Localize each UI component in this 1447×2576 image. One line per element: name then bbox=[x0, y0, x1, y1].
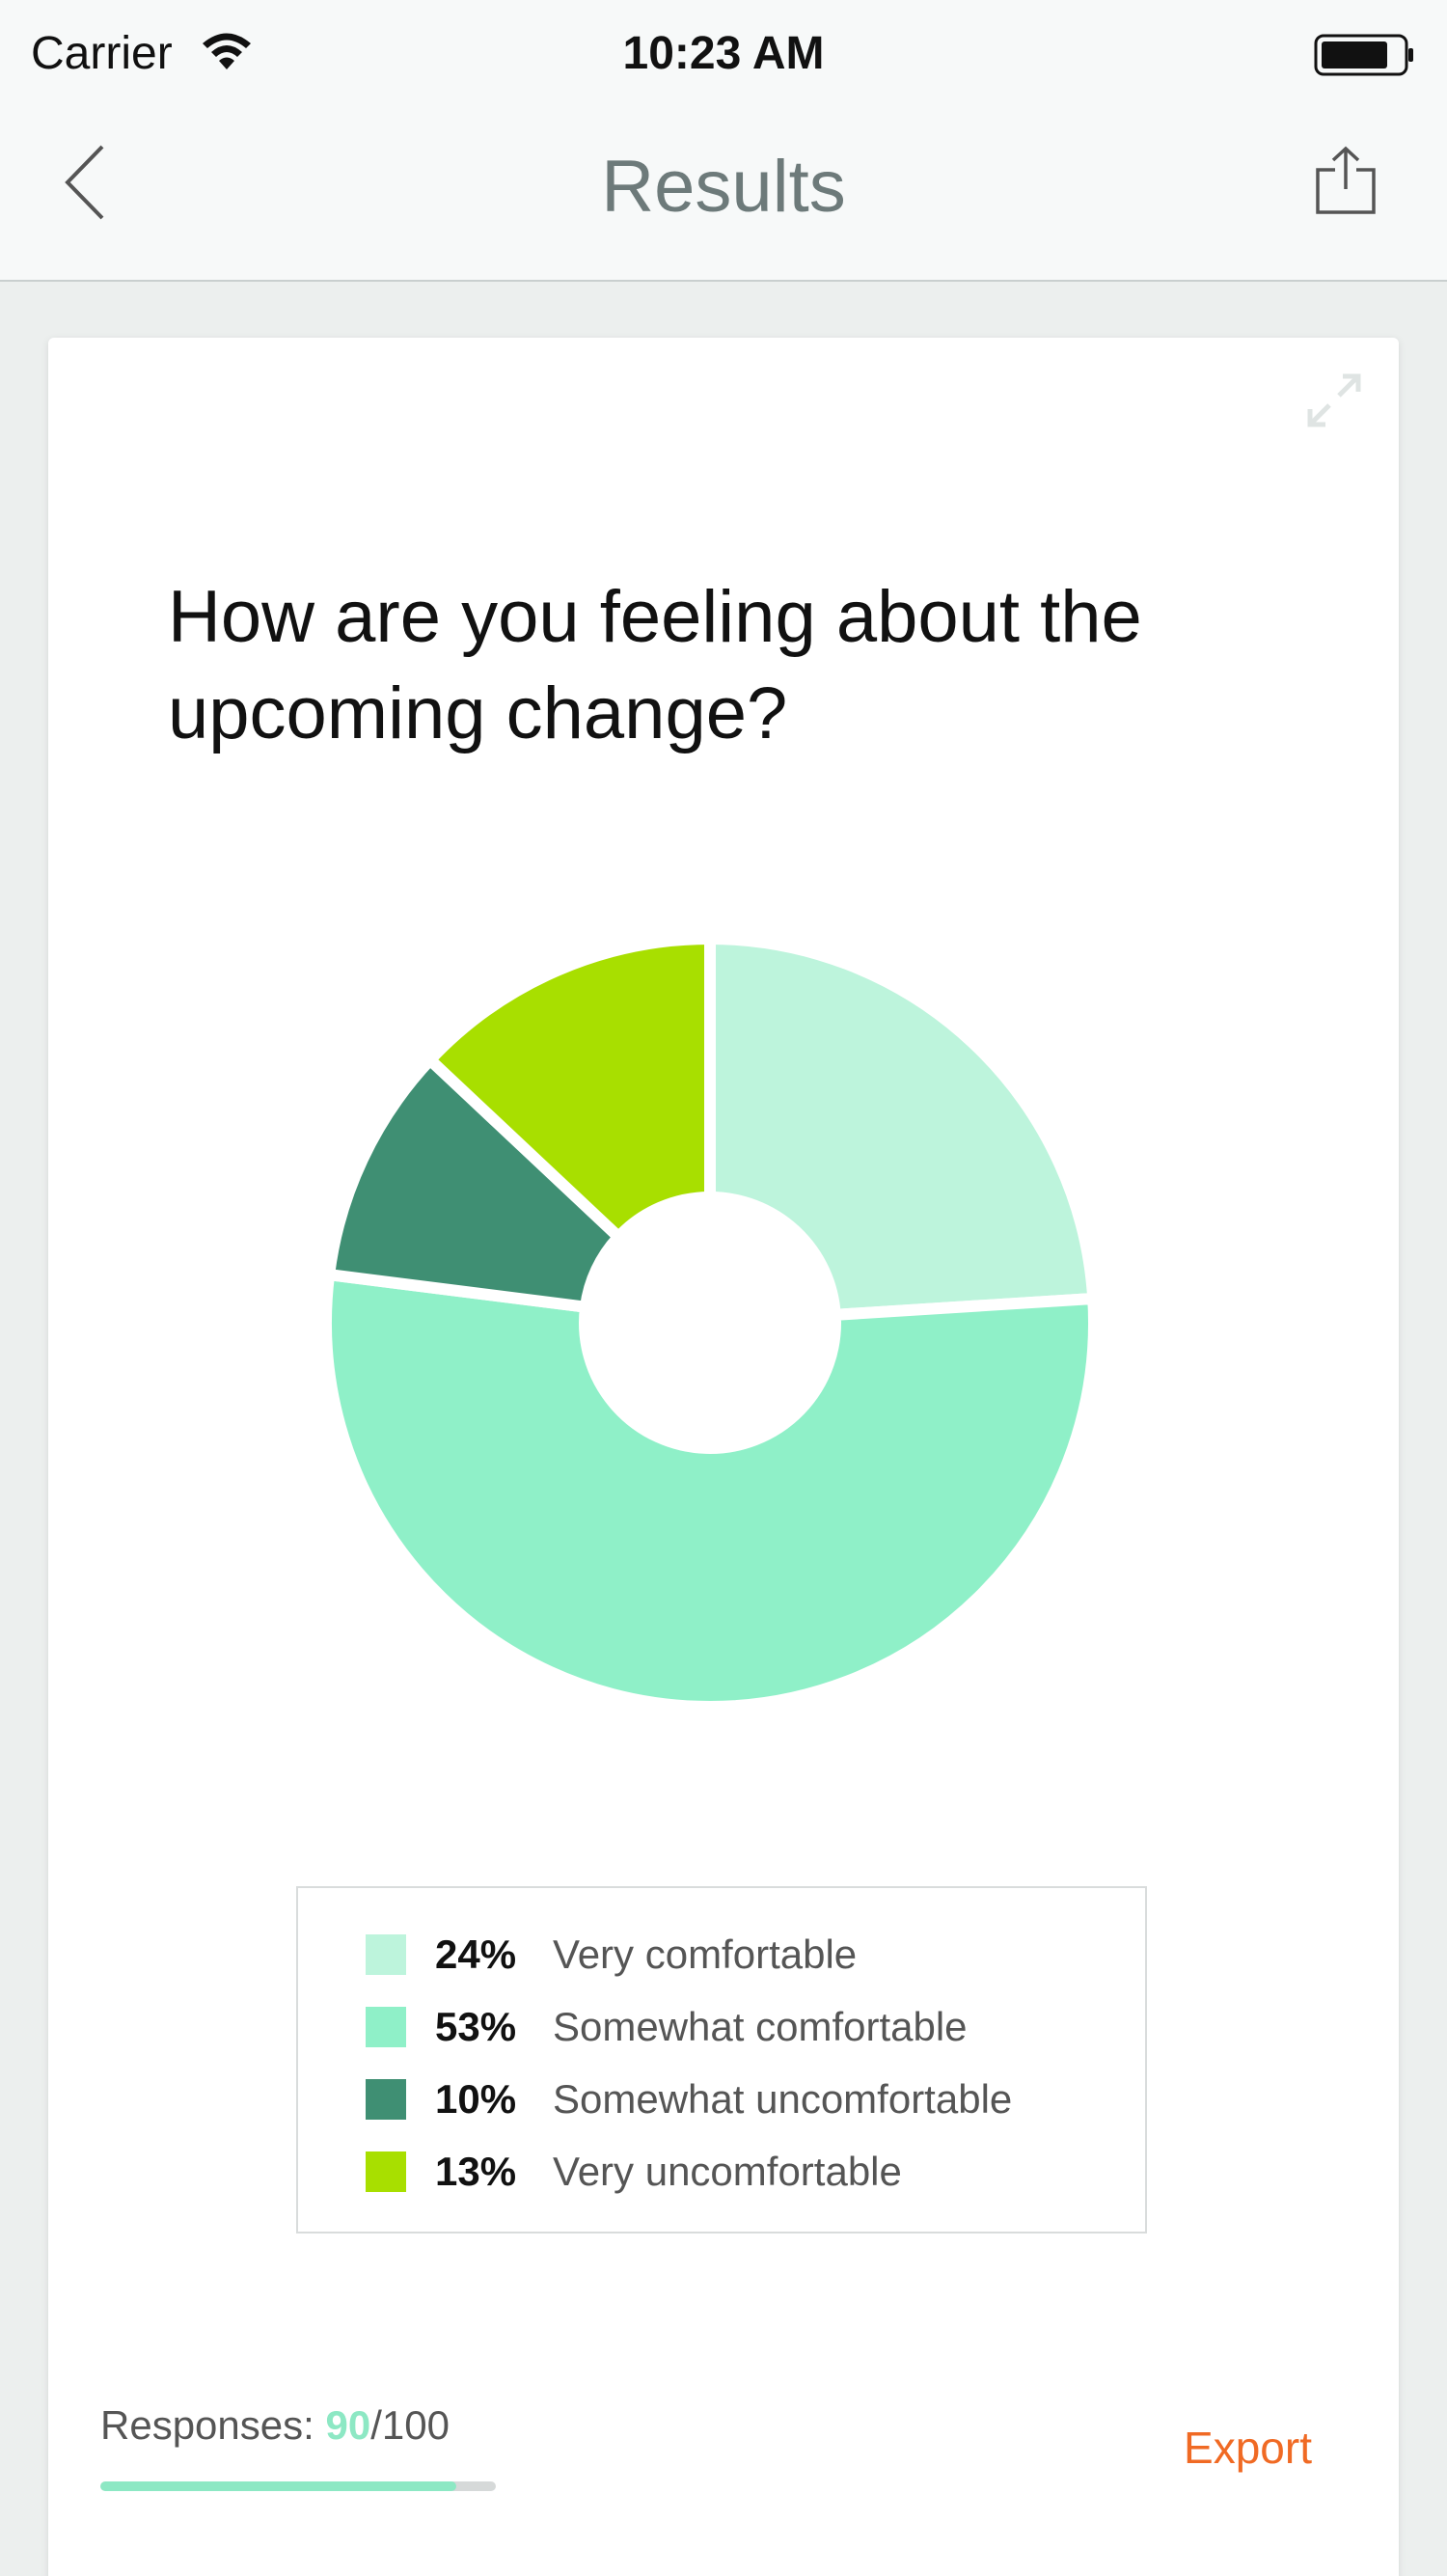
responses-count: 90 bbox=[325, 2402, 371, 2448]
legend-percent: 24% bbox=[435, 1932, 517, 1977]
legend-item: 24% Very comfortable bbox=[366, 1931, 857, 1979]
legend-label: Very comfortable bbox=[553, 1932, 858, 1977]
responses-progress-fill bbox=[100, 2481, 456, 2491]
legend-swatch bbox=[366, 2151, 406, 2192]
pie-slice-2 bbox=[319, 1268, 1100, 1713]
legend-label: Somewhat uncomfortable bbox=[553, 2076, 1013, 2122]
legend-item: 13% Very uncomfortable bbox=[366, 2148, 902, 2196]
top-bar: Carrier 10:23 AM Results bbox=[0, 0, 1447, 282]
chart-legend: 24% Very comfortable 53% Somewhat comfortab… bbox=[296, 1886, 1147, 2233]
responses-label: Responses: 90/100 bbox=[100, 2402, 450, 2449]
share-icon[interactable] bbox=[1314, 145, 1378, 216]
export-button[interactable]: Export bbox=[1184, 2423, 1312, 2473]
chevron-left-icon[interactable] bbox=[60, 143, 110, 222]
pie-slice-3 bbox=[322, 1052, 627, 1314]
responses-label-text: Responses: bbox=[100, 2402, 326, 2448]
legend-swatch bbox=[366, 2007, 406, 2047]
donut-chart bbox=[319, 932, 1100, 1713]
results-card: How are you feeling about the upcoming c… bbox=[48, 338, 1399, 2576]
legend-item: 10% Somewhat uncomfortable bbox=[366, 2075, 1012, 2124]
pie-slice-1 bbox=[704, 932, 1100, 1322]
pie-slice-4 bbox=[422, 932, 716, 1246]
battery-icon bbox=[1314, 34, 1413, 76]
legend-percent: 53% bbox=[435, 2004, 517, 2049]
legend-swatch bbox=[366, 1934, 406, 1975]
legend-percent: 10% bbox=[435, 2076, 517, 2122]
legend-item: 53% Somewhat comfortable bbox=[366, 2003, 968, 2051]
carrier-label: Carrier bbox=[31, 28, 173, 79]
legend-percent: 13% bbox=[435, 2149, 517, 2194]
expand-icon[interactable] bbox=[1306, 372, 1362, 428]
legend-swatch bbox=[366, 2079, 406, 2120]
wifi-icon bbox=[203, 33, 251, 69]
legend-label: Somewhat comfortable bbox=[553, 2004, 968, 2049]
status-time: 10:23 AM bbox=[622, 28, 825, 79]
page-title: Results bbox=[601, 146, 846, 228]
question-title: How are you feeling about the upcoming c… bbox=[168, 576, 1142, 754]
legend-label: Very uncomfortable bbox=[553, 2149, 902, 2194]
responses-total: /100 bbox=[370, 2402, 450, 2448]
responses-progress-bar bbox=[100, 2481, 496, 2491]
